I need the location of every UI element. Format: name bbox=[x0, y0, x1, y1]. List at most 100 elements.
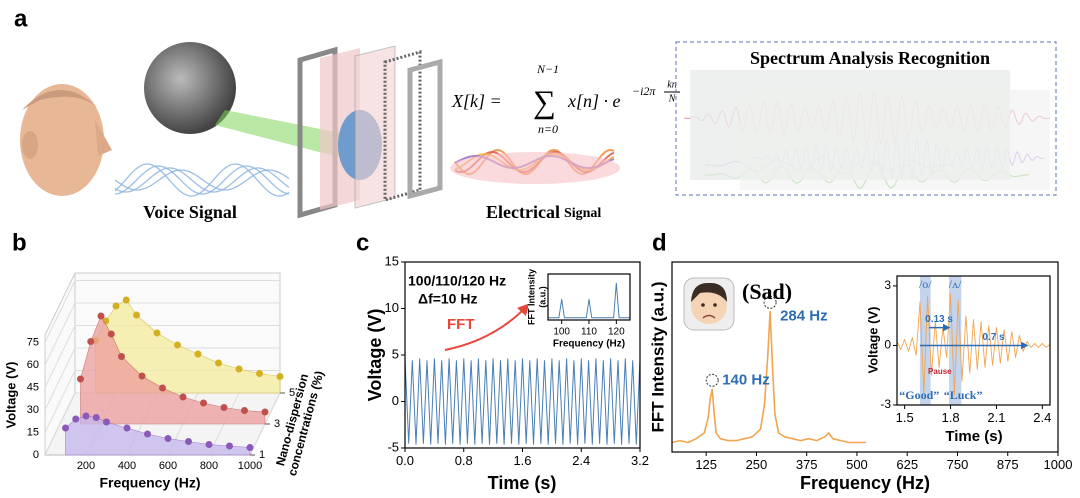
x-tick-label: 3.2 bbox=[631, 453, 649, 468]
panel-b: b bbox=[12, 229, 27, 256]
glow bbox=[450, 152, 620, 184]
data-point bbox=[246, 444, 254, 451]
y-tick-label: 60 bbox=[27, 359, 39, 371]
formula-lhs: X[k] = bbox=[451, 91, 502, 111]
head bbox=[20, 84, 104, 196]
x-tick-label: 1.6 bbox=[513, 453, 531, 468]
interval-label: 0.7 s bbox=[982, 332, 1005, 343]
data-point bbox=[185, 438, 192, 445]
y-tick-label: 10 bbox=[385, 300, 399, 315]
data-point bbox=[103, 418, 110, 426]
emotion-label: (Sad) bbox=[742, 279, 792, 304]
fiber-ball bbox=[144, 42, 236, 134]
annotation: Δf=10 Hz bbox=[418, 291, 477, 307]
ear bbox=[22, 131, 38, 159]
spectrum-title: Spectrum Analysis Recognition bbox=[750, 48, 990, 68]
x-axis-label: Frequency (Hz) bbox=[99, 475, 200, 491]
interval-label: 0.13 s bbox=[925, 314, 953, 325]
x-tick-label: 2.4 bbox=[1033, 410, 1051, 425]
data-point bbox=[276, 373, 284, 380]
y-tick-label: 15 bbox=[27, 426, 39, 438]
data-point bbox=[153, 329, 161, 337]
data-point bbox=[72, 415, 80, 423]
data-point bbox=[261, 408, 269, 416]
grid-line bbox=[44, 302, 280, 366]
emoji-hair bbox=[691, 282, 727, 302]
formula-frac-den: N bbox=[668, 93, 677, 104]
data-point bbox=[123, 424, 131, 432]
filter bbox=[383, 50, 422, 202]
data-point bbox=[144, 430, 151, 438]
x-tick-label: 375 bbox=[796, 457, 818, 472]
peak-label: 140 Hz bbox=[722, 371, 770, 388]
beam bbox=[215, 110, 350, 160]
x-tick-label: 200 bbox=[77, 460, 95, 472]
caption-small: Signal bbox=[564, 206, 601, 221]
data-point bbox=[256, 370, 263, 377]
x-tick-label: 2.4 bbox=[572, 453, 590, 468]
y-tick-label: 0 bbox=[392, 393, 399, 408]
y-tick-label: 5 bbox=[392, 346, 399, 361]
data-point bbox=[164, 435, 172, 442]
peak-marker bbox=[763, 295, 777, 309]
annotation: 100/110/120 Hz bbox=[408, 273, 506, 289]
data-point bbox=[215, 359, 222, 367]
data-point bbox=[200, 399, 207, 407]
hair bbox=[22, 90, 100, 110]
y-axis-label: FFT Intensity bbox=[526, 269, 536, 325]
y-axis-label: Voltage (V) bbox=[865, 307, 880, 374]
formula: X[k] = ∑ N−1 n=0 x[n] · e −i2π kn N bbox=[451, 62, 680, 136]
y-tick-label: 0 bbox=[884, 338, 891, 352]
caption-main: Electrical bbox=[486, 202, 560, 222]
y-tick-label: 30 bbox=[27, 404, 39, 416]
data-point bbox=[97, 312, 105, 320]
x-tick-label: 500 bbox=[846, 457, 868, 472]
formula-exponent: −i2π bbox=[632, 84, 656, 98]
x-tick-label: 0.0 bbox=[396, 453, 414, 468]
data-point bbox=[138, 372, 146, 380]
x-tick-label: 120 bbox=[608, 327, 625, 338]
segment bbox=[919, 276, 931, 405]
wave bbox=[114, 167, 290, 193]
formula-upper: N−1 bbox=[536, 62, 559, 76]
formula-sum: ∑ bbox=[533, 83, 556, 119]
x-tick-label: 600 bbox=[159, 460, 177, 472]
filter bbox=[354, 45, 396, 209]
data-point bbox=[77, 375, 84, 383]
plot-frame bbox=[671, 261, 1059, 453]
x-tick-label: 250 bbox=[746, 457, 768, 472]
x-tick-label: 750 bbox=[947, 457, 969, 472]
y-tick-label: -5 bbox=[387, 439, 399, 454]
panel-label: c bbox=[356, 229, 369, 256]
data-point bbox=[107, 330, 115, 338]
y-tick-label: 0 bbox=[33, 449, 39, 461]
formula-frac-num: kn bbox=[667, 79, 676, 90]
emoji-eye bbox=[713, 303, 717, 307]
wave bbox=[114, 165, 290, 195]
data-point bbox=[87, 338, 95, 345]
x-tick-label: 625 bbox=[896, 457, 918, 472]
z-tick-label: 3 bbox=[274, 418, 280, 430]
x-tick-label: 800 bbox=[200, 460, 218, 472]
panel-a: a Voice Signal Electrical Signal X[k] = ∑… bbox=[14, 5, 1057, 222]
y-tick-label: 15 bbox=[385, 253, 399, 268]
wave bbox=[114, 163, 290, 197]
x-tick-label: 100 bbox=[553, 327, 570, 338]
x-tick-label: 1000 bbox=[1044, 457, 1073, 472]
data-point bbox=[235, 365, 243, 373]
data-point bbox=[241, 407, 248, 414]
x-tick-label: 1000 bbox=[238, 460, 262, 472]
emoji-face bbox=[691, 288, 727, 324]
x-tick-label: 875 bbox=[997, 457, 1019, 472]
filter bbox=[407, 58, 443, 200]
data-point bbox=[133, 311, 140, 319]
segment-label: /o/ bbox=[919, 277, 932, 291]
data-point bbox=[226, 442, 233, 450]
data-point bbox=[194, 350, 202, 358]
x-tick-label: 110 bbox=[581, 327, 597, 338]
emoji bbox=[683, 277, 735, 331]
nose bbox=[95, 120, 112, 156]
y-tick-label: -3 bbox=[880, 397, 891, 411]
data-line bbox=[548, 282, 630, 319]
data-point bbox=[118, 353, 125, 360]
